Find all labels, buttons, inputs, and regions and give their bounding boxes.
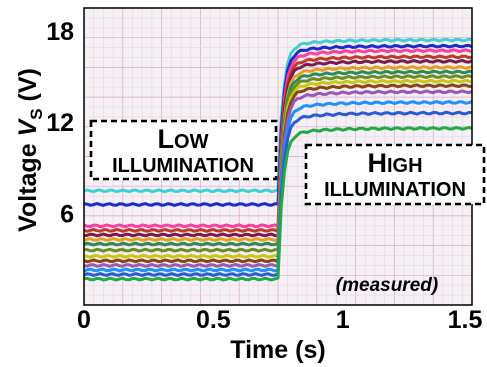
x-tick-label: 1 <box>336 306 350 334</box>
high-rest-letters: IGH <box>387 155 423 177</box>
x-tick-labels: 0 0.5 1 1.5 <box>77 306 482 334</box>
high-illumination-annotation: HIGH ILLUMINATION <box>304 143 486 206</box>
x-tick-label: 1.5 <box>448 306 483 334</box>
low-cap-letter: L <box>158 124 175 154</box>
series-layer <box>83 37 473 282</box>
x-tick-label: 0.5 <box>196 306 231 334</box>
high-illumination-label: ILLUMINATION <box>324 179 466 201</box>
x-axis-label: Time (s) <box>230 336 325 364</box>
low-rest-letters: OW <box>174 131 209 153</box>
svg-text:HIGH: HIGH <box>367 148 422 178</box>
y-axis-label-sub: S <box>27 108 46 119</box>
y-tick-label: 12 <box>46 109 74 137</box>
svg-text:LOW: LOW <box>158 124 209 154</box>
y-axis-label-unit: (V) <box>14 68 42 108</box>
measured-note: (measured) <box>336 275 438 296</box>
x-tick-label: 0 <box>77 306 91 334</box>
y-tick-label: 6 <box>60 201 74 229</box>
y-axis-label-var: V <box>14 117 42 136</box>
series-line-14 <box>83 125 473 282</box>
y-tick-label: 18 <box>46 18 74 46</box>
high-cap-letter: H <box>367 148 387 178</box>
y-tick-labels: 6 12 18 <box>46 18 74 229</box>
y-axis-label: Voltage VS (V) <box>14 68 46 232</box>
low-illumination-label: ILLUMINATION <box>112 155 254 177</box>
low-illumination-annotation: LOW ILLUMINATION <box>89 119 278 181</box>
y-axis-label-main: Voltage <box>14 136 42 231</box>
